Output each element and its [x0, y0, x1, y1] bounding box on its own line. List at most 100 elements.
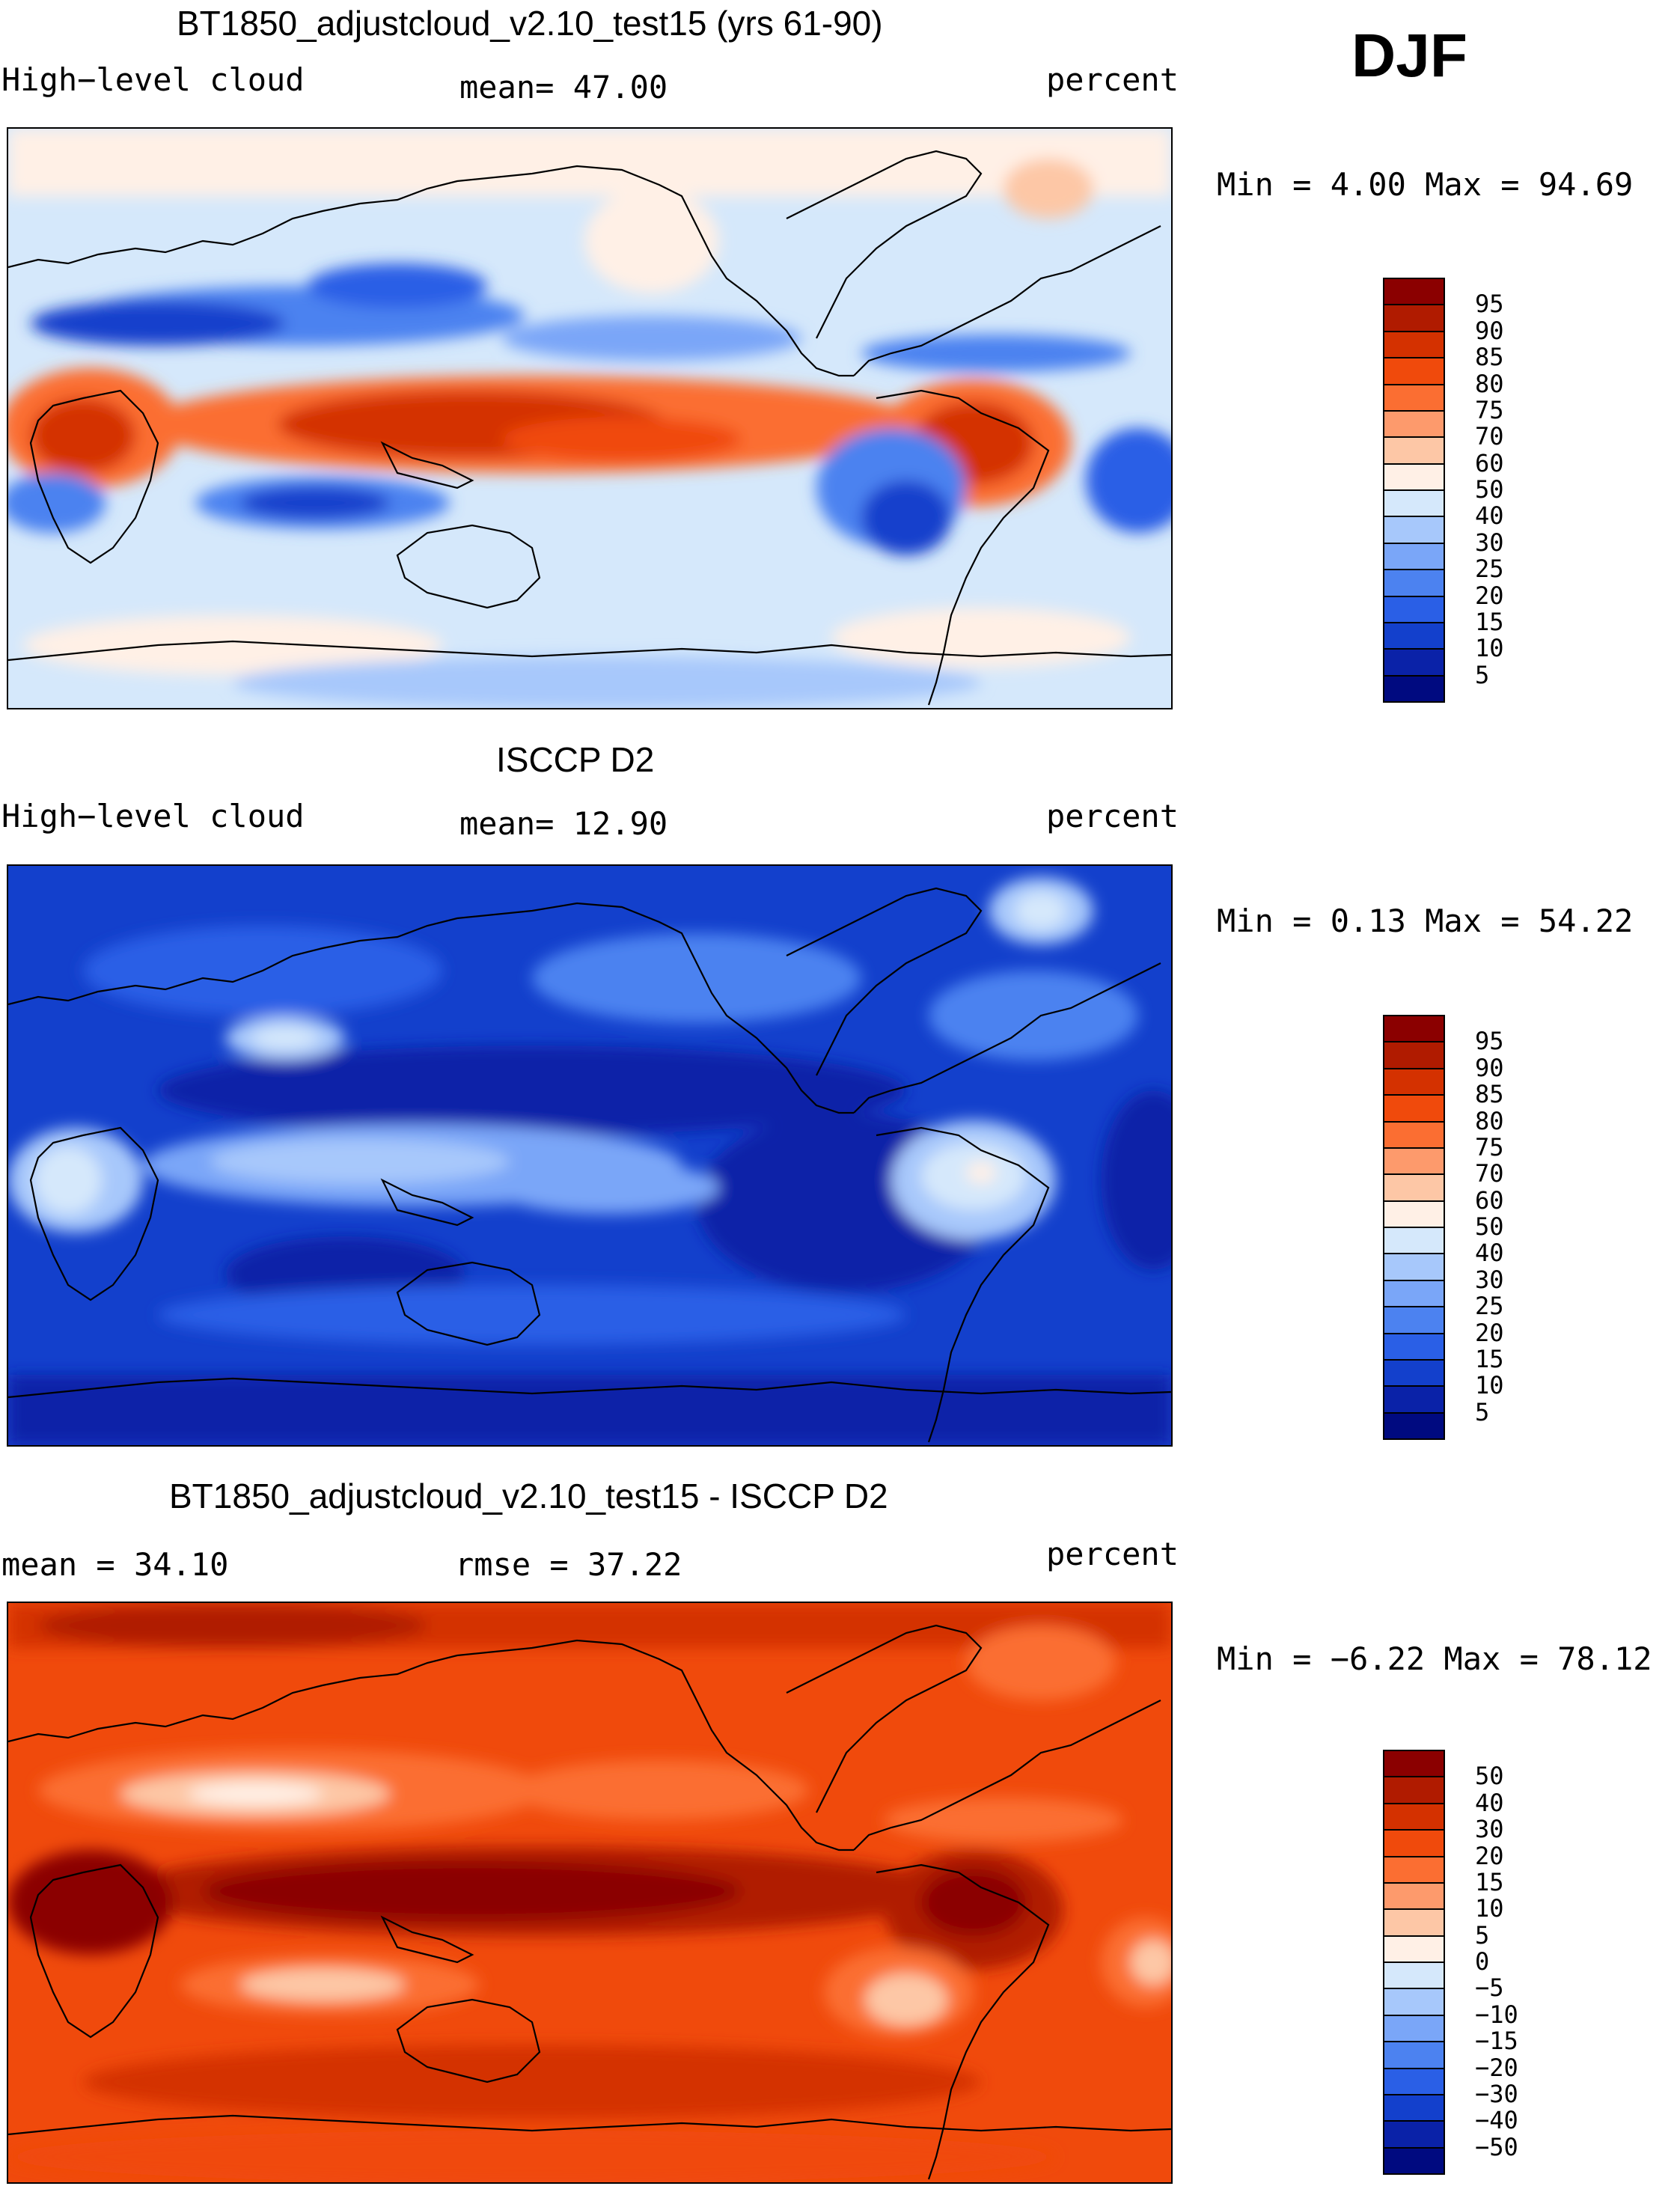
colorbar-label: 60 [1475, 1185, 1504, 1215]
map-isccp-high-cloud [7, 864, 1173, 1447]
colorbar-swatch [1383, 1041, 1445, 1069]
colorbar-label: 20 [1475, 581, 1504, 610]
colorbar-swatch [1383, 1881, 1445, 1911]
colorbar-swatch [1383, 1227, 1445, 1255]
colorbar-swatch [1383, 1385, 1445, 1414]
colorbar-label: 15 [1475, 607, 1504, 636]
panel-mean-label: mean= 12.90 [459, 805, 668, 842]
colorbar-swatch [1383, 278, 1445, 306]
colorbar-label: 10 [1475, 1894, 1504, 1923]
colorbar-swatch [1383, 621, 1445, 650]
map-model-high-cloud [7, 127, 1173, 709]
colorbar-label: 30 [1475, 528, 1504, 557]
colorbar-label: 10 [1475, 1371, 1504, 1400]
colorbar-label: 60 [1475, 448, 1504, 477]
colorbar-label: −20 [1475, 2053, 1518, 2082]
colorbar-swatch [1383, 2093, 1445, 2122]
colorbar-label: 40 [1475, 1239, 1504, 1268]
colorbar-label: 5 [1475, 660, 1490, 689]
colorbar-label: 30 [1475, 1265, 1504, 1294]
colorbar-label: −15 [1475, 2027, 1518, 2056]
colorbar-swatch [1383, 2146, 1445, 2175]
colorbar-swatch [1383, 1253, 1445, 1281]
colorbar-label: 80 [1475, 1106, 1504, 1135]
colorbar-swatch [1383, 436, 1445, 465]
colorbar-swatch [1383, 1935, 1445, 1963]
colorbar-swatch [1383, 2067, 1445, 2095]
colorbar-label: 90 [1475, 1053, 1504, 1082]
colorbar-label: 90 [1475, 316, 1504, 345]
colorbar-label: 25 [1475, 1292, 1504, 1321]
colorbar-label: 50 [1475, 1762, 1504, 1791]
colorbar-label: 75 [1475, 395, 1504, 424]
panel-variable-label: High−level cloud [1, 61, 305, 98]
colorbar-swatch [1383, 595, 1445, 623]
colorbar-label: 5 [1475, 1920, 1490, 1950]
colorbar-label: −10 [1475, 2000, 1518, 2029]
colorbar-swatch [1383, 1173, 1445, 1202]
colorbar-swatch [1383, 357, 1445, 385]
colorbar-label: 0 [1475, 1947, 1490, 1976]
colorbar-label: 85 [1475, 1080, 1504, 1109]
colorbar-label: −50 [1475, 2132, 1518, 2161]
colorbar-label: −40 [1475, 2106, 1518, 2135]
panel-units-label: percent [1046, 61, 1179, 98]
colorbar-swatch [1383, 1908, 1445, 1937]
colorbar-swatch [1383, 1015, 1445, 1043]
colorbar-swatch [1383, 489, 1445, 518]
colorbar-swatch [1383, 2120, 1445, 2149]
colorbar-label: 40 [1475, 1788, 1504, 1817]
colorbar-swatch [1383, 1961, 1445, 1990]
colorbar-swatch [1383, 1829, 1445, 1857]
colorbar-label: 70 [1475, 1159, 1504, 1188]
colorbar-label: −30 [1475, 2079, 1518, 2108]
colorbar-label: −5 [1475, 1973, 1504, 2003]
colorbar-label: 20 [1475, 1841, 1504, 1870]
colorbar-swatch [1383, 383, 1445, 412]
panel-range-label: Min = 4.00 Max = 94.69 [1217, 166, 1634, 203]
colorbar-swatch [1383, 1802, 1445, 1831]
panel-title: BT1850_adjustcloud_v2.10_test15 (yrs 61-… [177, 4, 883, 43]
colorbar-swatch [1383, 1358, 1445, 1387]
colorbar-label: 50 [1475, 475, 1504, 504]
panel-mean-label: mean = 34.10 [1, 1546, 229, 1583]
colorbar-isccp: 95 90 85 80 75 70 60 50 40 30 25 20 15 10 5 [1383, 1015, 1504, 1440]
colorbar-swatch [1383, 1988, 1445, 2016]
map-difference [7, 1602, 1173, 2184]
colorbar-label: 25 [1475, 555, 1504, 584]
colorbar-label: 85 [1475, 343, 1504, 372]
colorbar-swatch [1383, 1855, 1445, 1884]
colorbar-swatch [1383, 569, 1445, 597]
panel-mean-label: mean= 47.00 [459, 69, 668, 106]
colorbar-swatch [1383, 1200, 1445, 1228]
panel-range-label: Min = −6.22 Max = 78.12 [1217, 1640, 1652, 1677]
colorbar-swatch [1383, 648, 1445, 677]
colorbar-swatch [1383, 330, 1445, 359]
colorbar-swatch [1383, 2041, 1445, 2069]
colorbar-swatch [1383, 1067, 1445, 1096]
colorbar-swatch [1383, 1411, 1445, 1440]
colorbar-model: 95 90 85 80 75 70 60 50 40 30 25 20 15 10 5 [1383, 278, 1504, 703]
colorbar-swatch [1383, 1147, 1445, 1176]
colorbar-swatch [1383, 1279, 1445, 1308]
panel-title: ISCCP D2 [496, 740, 655, 779]
panel-range-label: Min = 0.13 Max = 54.22 [1217, 903, 1634, 939]
colorbar-swatch [1383, 409, 1445, 439]
colorbar-swatch [1383, 462, 1445, 491]
colorbar-label: 5 [1475, 1397, 1490, 1426]
colorbar-swatch [1383, 1306, 1445, 1334]
season-label: DJF [1351, 22, 1467, 90]
colorbar-difference: 50 40 30 20 15 10 5 0 −5 −10 −15 −20 −30 −40 −50 [1383, 1750, 1518, 2175]
colorbar-swatch [1383, 1094, 1445, 1123]
colorbar-swatch [1383, 674, 1445, 703]
colorbar-label: 80 [1475, 369, 1504, 398]
colorbar-swatch [1383, 1776, 1445, 1804]
colorbar-label: 15 [1475, 1344, 1504, 1373]
colorbar-label: 15 [1475, 1867, 1504, 1896]
colorbar-swatch [1383, 2014, 1445, 2043]
colorbar-label: 75 [1475, 1132, 1504, 1161]
panel-rmse-label: rmse = 37.22 [455, 1546, 682, 1583]
colorbar-label: 20 [1475, 1318, 1504, 1347]
colorbar-label: 40 [1475, 501, 1504, 531]
colorbar-swatch [1383, 542, 1445, 571]
